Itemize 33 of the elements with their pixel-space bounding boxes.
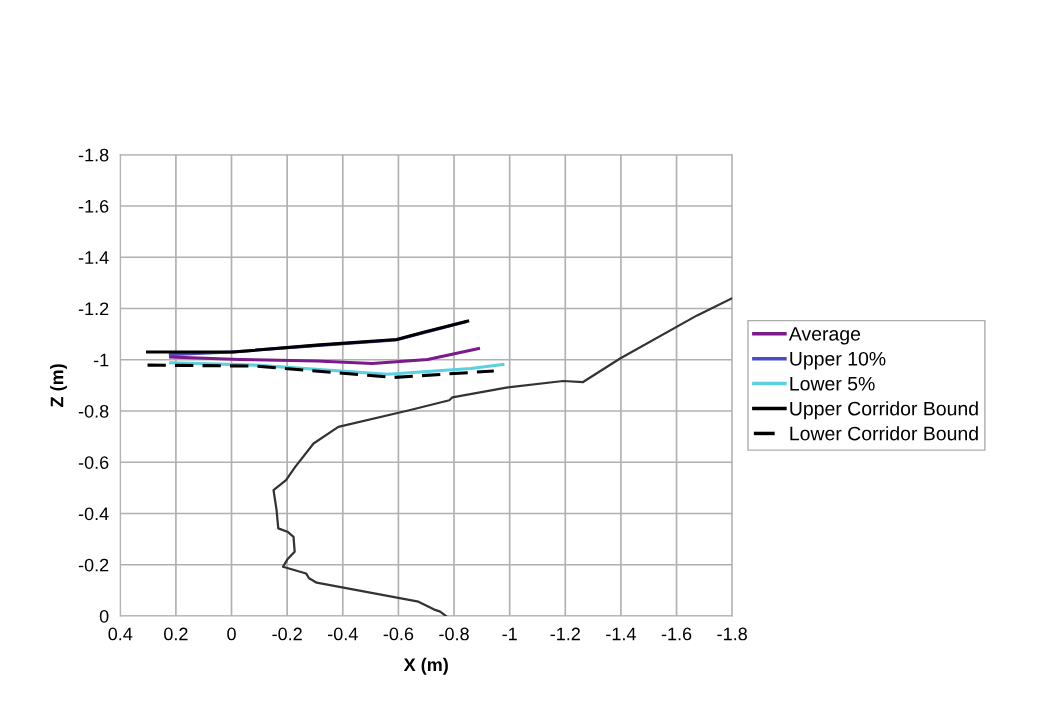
x-tick-label: 0.2 xyxy=(164,627,188,641)
x-tick-label: -0.4 xyxy=(328,627,358,641)
y-tick-label: -1.2 xyxy=(78,302,109,316)
line-series xyxy=(169,346,481,366)
legend-label: Lower 5% xyxy=(790,376,875,391)
line-series xyxy=(146,363,496,379)
y-tick-label: -1.4 xyxy=(78,251,109,264)
x-tick-label: -1 xyxy=(502,627,517,641)
x-tick-label: -0.2 xyxy=(272,627,302,641)
y-tick-label: -0.8 xyxy=(78,404,109,418)
x-tick-label: -0.8 xyxy=(439,627,469,641)
x-tick-label: -1.6 xyxy=(661,627,692,641)
y-tick-label: 0 xyxy=(99,609,109,623)
x-tick-label: 0.4 xyxy=(108,627,133,641)
y-tick-label: -1 xyxy=(93,353,109,367)
y-tick-label: -1.6 xyxy=(78,199,109,213)
x-tick-label: -1.2 xyxy=(550,627,580,641)
x-tick-label: -1.4 xyxy=(606,627,636,641)
y-tick-label: -1.8 xyxy=(78,148,109,162)
x-tick-label: -0.6 xyxy=(383,627,414,641)
line-series xyxy=(146,319,470,354)
legend-label: Upper 10% xyxy=(790,351,886,370)
y-axis-title: Z (m) xyxy=(50,364,67,407)
legend-label: Upper Corridor Bound xyxy=(790,401,978,420)
x-tick-label: 0 xyxy=(227,627,236,641)
y-tick-label: -0.4 xyxy=(78,507,109,521)
legend-label: Average xyxy=(788,327,861,345)
line-series xyxy=(272,297,733,616)
legend-label: Lower Corridor Bound xyxy=(790,426,978,441)
x-tick-label: -1.8 xyxy=(717,627,747,641)
y-tick-label: -0.2 xyxy=(78,558,109,572)
x-axis-title: X (m) xyxy=(403,657,448,675)
y-tick-label: -0.6 xyxy=(78,456,109,469)
